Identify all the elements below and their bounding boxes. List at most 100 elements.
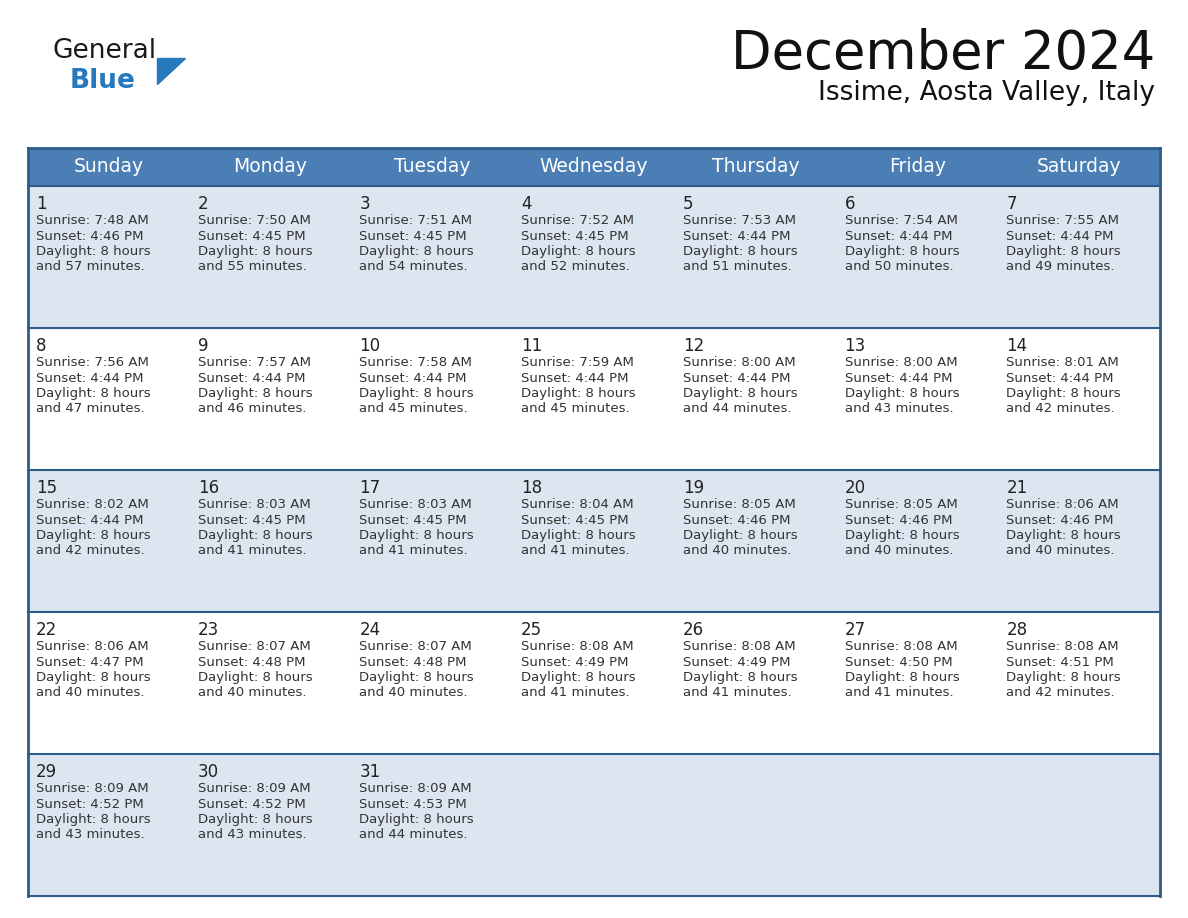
Text: 25: 25 [522, 621, 542, 639]
Text: General: General [52, 38, 156, 64]
Text: Sunrise: 8:01 AM: Sunrise: 8:01 AM [1006, 356, 1119, 369]
Text: Thursday: Thursday [712, 158, 800, 176]
Text: and 47 minutes.: and 47 minutes. [36, 402, 145, 416]
Text: Sunrise: 8:07 AM: Sunrise: 8:07 AM [197, 640, 310, 653]
Text: 27: 27 [845, 621, 866, 639]
Text: 20: 20 [845, 479, 866, 497]
Text: Sunset: 4:44 PM: Sunset: 4:44 PM [360, 372, 467, 385]
Text: 3: 3 [360, 195, 369, 213]
Text: Daylight: 8 hours: Daylight: 8 hours [522, 387, 636, 400]
Text: and 42 minutes.: and 42 minutes. [1006, 402, 1114, 416]
Text: Sunrise: 8:08 AM: Sunrise: 8:08 AM [522, 640, 633, 653]
Text: 31: 31 [360, 763, 380, 781]
Text: Daylight: 8 hours: Daylight: 8 hours [522, 529, 636, 542]
Text: Daylight: 8 hours: Daylight: 8 hours [522, 671, 636, 684]
Text: Daylight: 8 hours: Daylight: 8 hours [1006, 387, 1121, 400]
Text: 9: 9 [197, 337, 208, 355]
Text: 22: 22 [36, 621, 57, 639]
Text: 1: 1 [36, 195, 46, 213]
Text: Sunset: 4:44 PM: Sunset: 4:44 PM [197, 372, 305, 385]
Text: 26: 26 [683, 621, 704, 639]
Text: Sunset: 4:44 PM: Sunset: 4:44 PM [1006, 230, 1114, 242]
Text: Sunset: 4:46 PM: Sunset: 4:46 PM [36, 230, 144, 242]
Text: Sunrise: 8:05 AM: Sunrise: 8:05 AM [683, 498, 796, 511]
Text: Daylight: 8 hours: Daylight: 8 hours [197, 529, 312, 542]
Text: 8: 8 [36, 337, 46, 355]
Text: Sunset: 4:45 PM: Sunset: 4:45 PM [197, 513, 305, 527]
Text: 5: 5 [683, 195, 694, 213]
Text: and 40 minutes.: and 40 minutes. [197, 687, 307, 700]
Text: Daylight: 8 hours: Daylight: 8 hours [360, 387, 474, 400]
Text: Friday: Friday [889, 158, 946, 176]
Text: Sunset: 4:45 PM: Sunset: 4:45 PM [522, 230, 628, 242]
Text: and 42 minutes.: and 42 minutes. [1006, 687, 1114, 700]
Text: Daylight: 8 hours: Daylight: 8 hours [360, 529, 474, 542]
Text: and 44 minutes.: and 44 minutes. [683, 402, 791, 416]
Text: Sunrise: 8:06 AM: Sunrise: 8:06 AM [36, 640, 148, 653]
Text: Daylight: 8 hours: Daylight: 8 hours [845, 671, 959, 684]
Text: and 41 minutes.: and 41 minutes. [197, 544, 307, 557]
Text: Sunset: 4:45 PM: Sunset: 4:45 PM [197, 230, 305, 242]
Text: Daylight: 8 hours: Daylight: 8 hours [845, 529, 959, 542]
Text: 24: 24 [360, 621, 380, 639]
Text: 16: 16 [197, 479, 219, 497]
Text: Daylight: 8 hours: Daylight: 8 hours [1006, 671, 1121, 684]
Text: Sunrise: 8:04 AM: Sunrise: 8:04 AM [522, 498, 633, 511]
Text: Daylight: 8 hours: Daylight: 8 hours [845, 387, 959, 400]
Text: 12: 12 [683, 337, 704, 355]
Text: and 40 minutes.: and 40 minutes. [1006, 544, 1114, 557]
Text: Daylight: 8 hours: Daylight: 8 hours [36, 245, 151, 258]
Text: and 57 minutes.: and 57 minutes. [36, 261, 145, 274]
Text: Sunrise: 8:08 AM: Sunrise: 8:08 AM [845, 640, 958, 653]
Text: and 54 minutes.: and 54 minutes. [360, 261, 468, 274]
Text: Sunset: 4:44 PM: Sunset: 4:44 PM [522, 372, 628, 385]
Text: Sunset: 4:44 PM: Sunset: 4:44 PM [36, 372, 144, 385]
Text: Sunset: 4:49 PM: Sunset: 4:49 PM [683, 655, 790, 668]
Text: Monday: Monday [234, 158, 308, 176]
Text: 10: 10 [360, 337, 380, 355]
Text: Sunrise: 7:51 AM: Sunrise: 7:51 AM [360, 214, 473, 227]
Text: Sunrise: 8:08 AM: Sunrise: 8:08 AM [683, 640, 796, 653]
Text: and 45 minutes.: and 45 minutes. [522, 402, 630, 416]
Text: Sunrise: 8:07 AM: Sunrise: 8:07 AM [360, 640, 472, 653]
Text: Daylight: 8 hours: Daylight: 8 hours [360, 813, 474, 826]
Text: Sunset: 4:45 PM: Sunset: 4:45 PM [360, 230, 467, 242]
Text: Sunrise: 8:00 AM: Sunrise: 8:00 AM [683, 356, 796, 369]
Text: Sunrise: 7:50 AM: Sunrise: 7:50 AM [197, 214, 310, 227]
Text: Sunrise: 7:58 AM: Sunrise: 7:58 AM [360, 356, 473, 369]
Text: 7: 7 [1006, 195, 1017, 213]
Text: Daylight: 8 hours: Daylight: 8 hours [683, 245, 797, 258]
Text: and 52 minutes.: and 52 minutes. [522, 261, 630, 274]
Text: Daylight: 8 hours: Daylight: 8 hours [683, 387, 797, 400]
Text: Sunrise: 8:08 AM: Sunrise: 8:08 AM [1006, 640, 1119, 653]
Text: Daylight: 8 hours: Daylight: 8 hours [36, 813, 151, 826]
Text: 30: 30 [197, 763, 219, 781]
Bar [29, 328, 1159, 470]
Bar [29, 186, 1159, 328]
Text: 14: 14 [1006, 337, 1028, 355]
Text: 23: 23 [197, 621, 219, 639]
Text: Sunrise: 8:03 AM: Sunrise: 8:03 AM [197, 498, 310, 511]
Text: Sunrise: 7:54 AM: Sunrise: 7:54 AM [845, 214, 958, 227]
Text: and 41 minutes.: and 41 minutes. [522, 544, 630, 557]
Text: Issime, Aosta Valley, Italy: Issime, Aosta Valley, Italy [819, 80, 1155, 106]
Text: Sunset: 4:44 PM: Sunset: 4:44 PM [36, 513, 144, 527]
Text: 15: 15 [36, 479, 57, 497]
Bar [29, 754, 1159, 896]
Text: Daylight: 8 hours: Daylight: 8 hours [197, 671, 312, 684]
Text: Daylight: 8 hours: Daylight: 8 hours [683, 529, 797, 542]
Bar [29, 470, 1159, 612]
Text: Saturday: Saturday [1037, 158, 1121, 176]
Text: and 41 minutes.: and 41 minutes. [360, 544, 468, 557]
Text: 21: 21 [1006, 479, 1028, 497]
Text: Sunrise: 8:02 AM: Sunrise: 8:02 AM [36, 498, 148, 511]
Text: Sunrise: 7:53 AM: Sunrise: 7:53 AM [683, 214, 796, 227]
Text: 13: 13 [845, 337, 866, 355]
Text: Sunset: 4:51 PM: Sunset: 4:51 PM [1006, 655, 1114, 668]
Bar [29, 612, 1159, 754]
Text: Sunset: 4:45 PM: Sunset: 4:45 PM [522, 513, 628, 527]
Text: and 44 minutes.: and 44 minutes. [360, 829, 468, 842]
Text: and 41 minutes.: and 41 minutes. [522, 687, 630, 700]
Text: and 40 minutes.: and 40 minutes. [360, 687, 468, 700]
Text: 29: 29 [36, 763, 57, 781]
